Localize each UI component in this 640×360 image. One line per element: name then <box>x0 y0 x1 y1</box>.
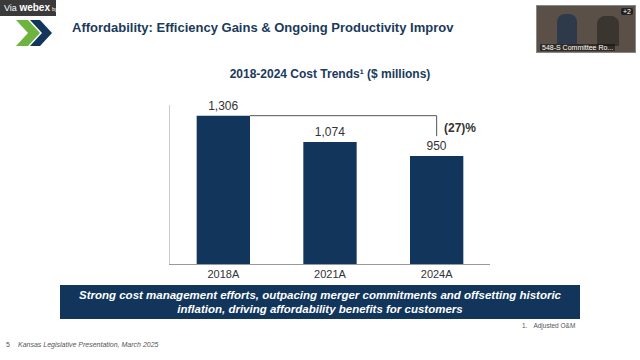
html-text:Strong cost management efforts: Strong cost management efforts, outpacin… <box>79 289 561 315</box>
html-text:Kansas Legislative Presentatio: Kansas Legislative Presentation, March 2… <box>18 341 159 348</box>
svg-text:2018-2024 Cost Trends¹ ($ mill: 2018-2024 Cost Trends¹ ($ millions) <box>230 67 431 81</box>
svg-text:1,074: 1,074 <box>315 125 345 139</box>
svg-text:950: 950 <box>426 139 446 153</box>
html-text:Via webex by CISCO: Via webex by CISCO <box>4 2 75 13</box>
html-text:+2: +2 <box>623 8 631 15</box>
html-text:5: 5 <box>6 341 10 348</box>
svg-text:(27)%: (27)% <box>444 121 476 135</box>
html-text:Affordability: Efficiency Gain: Affordability: Efficiency Gains & Ongoin… <box>72 20 454 35</box>
html-text:1.: 1. <box>522 322 528 329</box>
svg-text:2024A: 2024A <box>421 268 453 280</box>
svg-text:2018A: 2018A <box>207 268 239 280</box>
html-text:548-S Committee Ro...: 548-S Committee Ro... <box>542 44 614 51</box>
html-text:Adjusted O&M: Adjusted O&M <box>533 322 576 329</box>
svg-text:2021A: 2021A <box>314 268 346 280</box>
svg-text:1,306: 1,306 <box>208 99 238 113</box>
